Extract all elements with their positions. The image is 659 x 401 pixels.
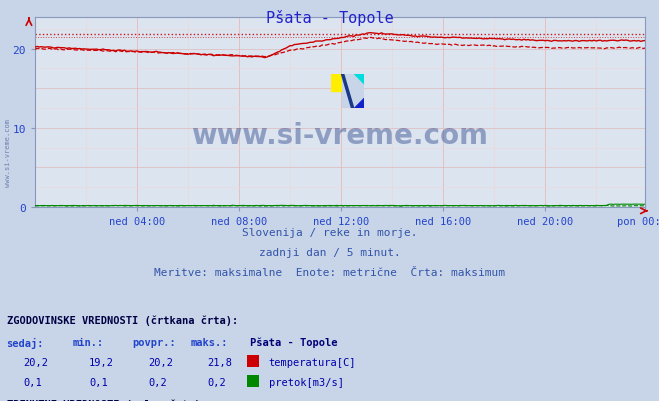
- Text: 0,1: 0,1: [23, 377, 42, 387]
- Text: Pšata - Topole: Pšata - Topole: [250, 337, 338, 347]
- Text: povpr.:: povpr.:: [132, 337, 175, 347]
- Text: Meritve: maksimalne  Enote: metrične  Črta: maksimum: Meritve: maksimalne Enote: metrične Črta…: [154, 267, 505, 277]
- Text: 20,2: 20,2: [148, 357, 173, 367]
- Text: www.si-vreme.com: www.si-vreme.com: [192, 122, 488, 150]
- Text: 20,2: 20,2: [23, 357, 48, 367]
- Text: 19,2: 19,2: [89, 357, 114, 367]
- Text: zadnji dan / 5 minut.: zadnji dan / 5 minut.: [258, 247, 401, 257]
- Text: ZGODOVINSKE VREDNOSTI (črtkana črta):: ZGODOVINSKE VREDNOSTI (črtkana črta):: [7, 315, 238, 325]
- Text: Slovenija / reke in morje.: Slovenija / reke in morje.: [242, 227, 417, 237]
- Polygon shape: [343, 75, 364, 109]
- Text: www.si-vreme.com: www.si-vreme.com: [5, 118, 11, 186]
- Text: sedaj:: sedaj:: [7, 337, 44, 348]
- Bar: [348, 75, 364, 92]
- Text: temperatura[C]: temperatura[C]: [269, 357, 357, 367]
- Text: 0,1: 0,1: [89, 377, 107, 387]
- Text: TRENUTNE VREDNOSTI (polna črta):: TRENUTNE VREDNOSTI (polna črta):: [7, 399, 206, 401]
- Text: 0,2: 0,2: [208, 377, 226, 387]
- Text: maks.:: maks.:: [191, 337, 229, 347]
- Text: pretok[m3/s]: pretok[m3/s]: [269, 377, 344, 387]
- Text: min.:: min.:: [72, 337, 103, 347]
- Text: 21,8: 21,8: [208, 357, 233, 367]
- Bar: [331, 75, 348, 92]
- Bar: [348, 92, 364, 109]
- Text: Pšata - Topole: Pšata - Topole: [266, 10, 393, 26]
- Text: 0,2: 0,2: [148, 377, 167, 387]
